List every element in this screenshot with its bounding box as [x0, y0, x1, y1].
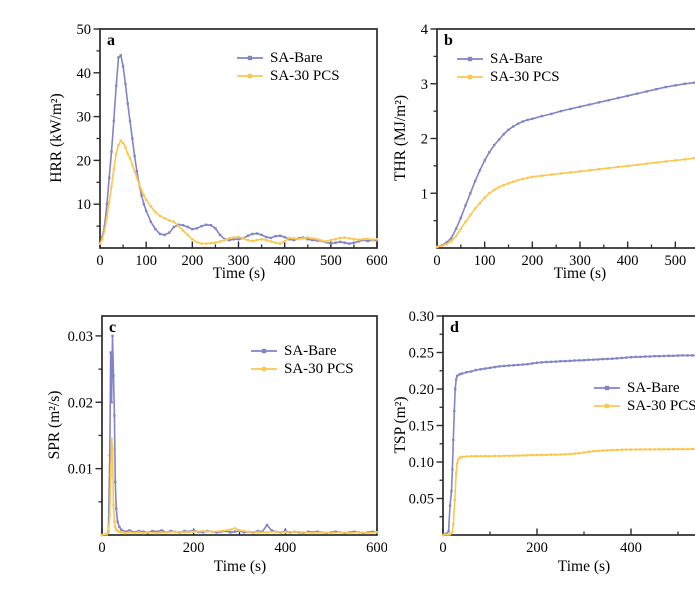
svg-text:0: 0 [433, 253, 440, 269]
y-axis-title-hrr: HRR (kW/m²) [48, 93, 65, 183]
svg-text:0.05: 0.05 [409, 492, 434, 508]
svg-text:0: 0 [98, 540, 105, 556]
legend-line-icon [594, 385, 620, 391]
svg-text:400: 400 [274, 253, 296, 269]
legend-line-icon [457, 74, 483, 80]
svg-text:4: 4 [421, 22, 429, 38]
legend-line-icon [457, 56, 483, 62]
svg-text:400: 400 [617, 253, 639, 269]
legend-entry-sa-30pcs: SA-30 PCS [250, 360, 354, 378]
svg-text:600: 600 [366, 253, 387, 269]
svg-text:300: 300 [228, 253, 250, 269]
svg-text:200: 200 [526, 540, 548, 556]
svg-text:0.01: 0.01 [68, 462, 93, 478]
legend-label-sa-bare: SA-Bare [490, 50, 543, 67]
legend-label-sa-bare: SA-Bare [284, 342, 337, 359]
svg-text:0: 0 [96, 253, 103, 269]
panel-letter-d: d [450, 319, 459, 336]
panel-letter-b: b [444, 32, 453, 49]
legend-entry-sa-bare: SA-Bare [236, 49, 340, 67]
legend-line-icon [251, 348, 277, 354]
legend-entry-sa-bare: SA-Bare [593, 379, 695, 397]
legend-entry-sa-bare: SA-Bare [250, 342, 354, 360]
svg-text:20: 20 [77, 153, 92, 169]
svg-text:600: 600 [366, 540, 387, 556]
svg-text:3: 3 [421, 77, 428, 93]
svg-text:400: 400 [620, 540, 642, 556]
svg-text:0.15: 0.15 [409, 419, 434, 435]
svg-text:0: 0 [439, 540, 446, 556]
subplot-hrr: 0 100 200 300 400 500 600 10 20 30 40 50 a HRR (kW/… [40, 16, 387, 303]
svg-text:300: 300 [569, 253, 591, 269]
svg-text:100: 100 [474, 253, 496, 269]
svg-text:10: 10 [77, 197, 92, 213]
figure-canvas: { "figure": {"background": "#ffffff", "w… [40, 16, 695, 575]
svg-text:0.10: 0.10 [409, 455, 434, 471]
legend-d: SA-Bare SA-30 PCS [593, 379, 695, 415]
svg-text:0.02: 0.02 [68, 395, 93, 411]
panel-letter-a: a [107, 32, 115, 49]
legend-c: SA-Bare SA-30 PCS [250, 342, 354, 378]
svg-text:500: 500 [664, 253, 686, 269]
svg-text:40: 40 [77, 66, 92, 82]
legend-label-sa-30pcs: SA-30 PCS [270, 67, 340, 84]
legend-label-sa-bare: SA-Bare [270, 49, 323, 66]
subplot-thr: 01002003004005006001234 b THR (MJ/m²) Ti… [388, 16, 695, 303]
legend-entry-sa-30pcs: SA-30 PCS [456, 68, 560, 86]
legend-entry-sa-30pcs: SA-30 PCS [236, 67, 340, 85]
x-axis-title-time-a: Time (s) [212, 265, 266, 282]
svg-text:0.25: 0.25 [409, 346, 434, 362]
svg-text:200: 200 [521, 253, 543, 269]
legend-line-icon [594, 403, 620, 409]
legend-label-sa-30pcs: SA-30 PCS [490, 68, 560, 85]
svg-text:0.20: 0.20 [409, 382, 434, 398]
svg-text:1: 1 [421, 186, 428, 202]
svg-text:200: 200 [181, 253, 203, 269]
legend-label-sa-30pcs: SA-30 PCS [284, 360, 354, 377]
legend-entry-sa-bare: SA-Bare [456, 50, 560, 68]
svg-text:400: 400 [274, 540, 296, 556]
y-axis-title-thr: THR (MJ/m²) [392, 94, 409, 182]
legend-line-icon [237, 55, 263, 61]
svg-text:0.03: 0.03 [68, 329, 93, 345]
legend-label-sa-30pcs: SA-30 PCS [627, 397, 695, 414]
svg-text:2: 2 [421, 132, 428, 148]
x-axis-title-time-c: Time (s) [213, 558, 267, 575]
svg-text:500: 500 [320, 253, 342, 269]
chart-canvas-hrr: 0 100 200 300 400 500 600 10 20 30 40 50 [77, 22, 388, 269]
svg-text:0.30: 0.30 [409, 309, 434, 325]
svg-text:100: 100 [135, 253, 157, 269]
svg-text:30: 30 [77, 110, 92, 126]
svg-text:50: 50 [77, 22, 92, 38]
panel-letter-c: c [109, 319, 117, 336]
legend-entry-sa-30pcs: SA-30 PCS [593, 397, 695, 415]
legend-line-icon [251, 366, 277, 372]
subplot-spr: 0 200 400 600 0.01 0.02 0.03 c SPR (m²/s) Time… [40, 303, 387, 590]
legend-b: SA-Bare SA-30 PCS [456, 50, 560, 86]
legend-label-sa-bare: SA-Bare [627, 379, 680, 396]
chart-canvas-thr: 01002003004005006001234 [421, 22, 695, 269]
chart-canvas-spr: 0 200 400 600 0.01 0.02 0.03 [68, 315, 387, 556]
x-axis-title-time-d: Time (s) [557, 558, 611, 575]
legend-line-icon [237, 73, 263, 79]
x-axis-title-time-b: Time (s) [553, 265, 607, 282]
legend-a: SA-Bare SA-30 PCS [236, 49, 340, 85]
y-axis-title-spr: SPR (m²/s) [46, 390, 63, 460]
svg-text:200: 200 [183, 540, 205, 556]
y-axis-title-tsp: TSP (m²) [392, 396, 409, 454]
